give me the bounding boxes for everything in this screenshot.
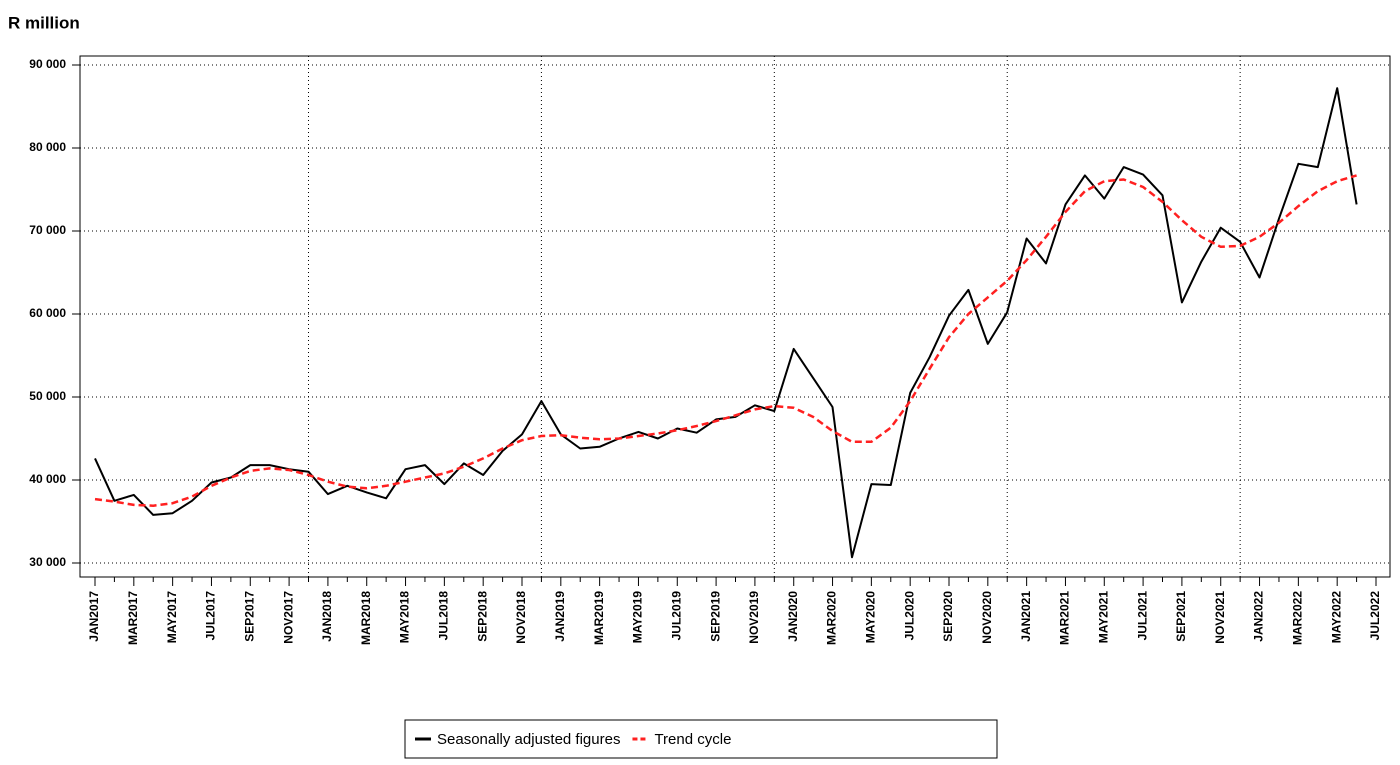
x-tick-label: NOV2019 — [747, 591, 761, 644]
x-tick-label: JAN2017 — [87, 591, 101, 642]
x-tick-label: MAR2018 — [359, 591, 373, 645]
legend-label: Seasonally adjusted figures — [437, 731, 620, 748]
x-tick-label: JUL2020 — [902, 591, 916, 641]
x-tick-label: MAR2022 — [1291, 591, 1305, 645]
x-tick-label: NOV2021 — [1213, 591, 1227, 644]
x-tick-label: MAR2017 — [126, 591, 140, 645]
y-tick-label: 60 000 — [29, 306, 66, 320]
y-tick-label: 70 000 — [29, 223, 66, 237]
series-line — [94, 87, 1358, 559]
legend-box — [404, 719, 998, 759]
x-tick-label: SEP2020 — [941, 591, 955, 642]
x-tick-label: MAR2020 — [825, 591, 839, 645]
series-line — [94, 174, 1357, 507]
y-tick-label: 40 000 — [29, 472, 66, 486]
x-tick-label: JUL2017 — [204, 591, 218, 641]
x-tick-label: SEP2017 — [242, 591, 256, 642]
x-tick-label: JUL2019 — [669, 591, 683, 641]
x-tick-label: MAR2019 — [592, 591, 606, 645]
x-tick-label: SEP2021 — [1174, 591, 1188, 642]
x-tick-label: MAY2020 — [864, 591, 878, 644]
x-tick-label: JAN2020 — [786, 591, 800, 642]
x-tick-label: NOV2020 — [980, 591, 994, 644]
y-tick-label: 90 000 — [29, 57, 66, 71]
x-tick-label: SEP2019 — [708, 591, 722, 642]
x-tick-label: JAN2018 — [320, 591, 334, 642]
x-tick-label: JUL2022 — [1368, 591, 1382, 641]
x-tick-label: NOV2017 — [281, 591, 295, 644]
x-tick-label: JUL2021 — [1135, 591, 1149, 641]
y-tick-label: 50 000 — [29, 389, 66, 403]
x-tick-label: MAY2022 — [1329, 591, 1343, 644]
x-tick-label: MAY2018 — [398, 591, 412, 644]
x-tick-label: SEP2018 — [475, 591, 489, 642]
x-tick-label: JUL2018 — [437, 591, 451, 641]
y-tick-label: 30 000 — [29, 555, 66, 569]
chart-title: R million — [8, 13, 80, 32]
x-tick-label: JAN2021 — [1019, 591, 1033, 642]
y-tick-label: 80 000 — [29, 140, 66, 154]
x-tick-label: MAY2019 — [631, 591, 645, 644]
legend-label: Trend cycle — [654, 731, 731, 748]
x-tick-label: MAR2021 — [1058, 591, 1072, 645]
x-tick-label: MAY2021 — [1096, 591, 1110, 644]
x-tick-label: NOV2018 — [514, 591, 528, 644]
x-tick-label: JAN2022 — [1252, 591, 1266, 642]
x-tick-label: JAN2019 — [553, 591, 567, 642]
x-tick-label: MAY2017 — [165, 591, 179, 644]
plot-frame — [79, 55, 1391, 578]
